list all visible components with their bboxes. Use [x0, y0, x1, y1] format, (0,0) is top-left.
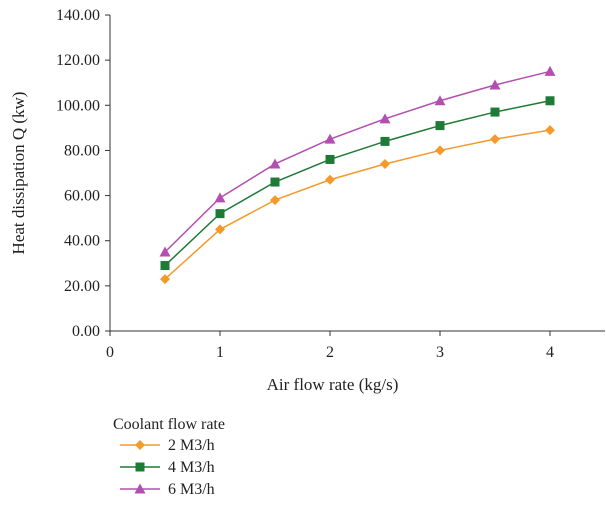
legend-label: 2 M3/h	[168, 437, 215, 454]
series-line	[164, 70, 551, 253]
series-2-m3/h	[160, 125, 555, 285]
legend-label: 6 M3/h	[168, 481, 215, 498]
data-point	[380, 158, 390, 169]
data-point	[379, 113, 391, 124]
x-tick-label: 1	[216, 344, 224, 361]
data-point	[270, 195, 280, 206]
x-tick-label: 0	[106, 344, 114, 361]
series-6-m3/h	[159, 65, 556, 257]
series-line	[164, 100, 551, 267]
data-point	[325, 174, 335, 185]
legend: Coolant flow rate 2 M3/h 4 M3/h 6 M3/h	[113, 416, 225, 498]
data-point	[489, 79, 501, 90]
data-point	[435, 145, 445, 156]
series-layer	[159, 65, 556, 285]
data-point	[269, 158, 281, 169]
data-point	[545, 125, 555, 136]
data-point	[545, 96, 555, 106]
data-point	[544, 65, 556, 76]
data-point	[214, 192, 226, 203]
y-tick-label: 60.00	[64, 188, 100, 205]
axes: 0.00 20.00 40.00 60.00 80.00 100.00 120.00 140.…	[9, 7, 605, 394]
data-point	[380, 136, 390, 146]
x-tick-label: 4	[546, 344, 554, 361]
series-4-m3/h	[160, 96, 555, 271]
y-tick-label: 140.00	[56, 7, 100, 24]
data-point	[159, 246, 171, 257]
data-point	[324, 133, 336, 144]
data-point	[215, 209, 225, 219]
data-point	[434, 95, 446, 106]
data-point	[160, 274, 170, 285]
legend-item: 6 M3/h	[120, 481, 215, 498]
data-point	[490, 107, 500, 117]
y-tick-label: 100.00	[56, 97, 100, 114]
x-axis-title: Air flow rate (kg/s)	[267, 375, 399, 394]
data-point	[325, 154, 335, 164]
y-tick-label: 20.00	[64, 278, 100, 295]
legend-item: 2 M3/h	[120, 437, 215, 454]
series-line	[164, 129, 551, 280]
data-point	[160, 261, 170, 271]
data-point	[435, 121, 445, 131]
y-tick-label: 0.00	[72, 323, 100, 340]
data-point	[490, 134, 500, 145]
y-axis-title: Heat dissipation Q (kw)	[9, 92, 28, 255]
legend-marker	[135, 462, 145, 472]
legend-marker	[134, 483, 146, 494]
data-point	[215, 224, 225, 235]
legend-title: Coolant flow rate	[113, 416, 225, 433]
y-tick-label: 80.00	[64, 142, 100, 159]
data-point	[270, 177, 280, 187]
y-tick-label: 40.00	[64, 233, 100, 250]
legend-marker	[135, 440, 145, 450]
x-tick-label: 3	[436, 344, 444, 361]
legend-label: 4 M3/h	[168, 459, 215, 476]
x-tick-label: 2	[326, 344, 334, 361]
y-tick-label: 120.00	[56, 52, 100, 69]
legend-item: 4 M3/h	[120, 459, 215, 476]
